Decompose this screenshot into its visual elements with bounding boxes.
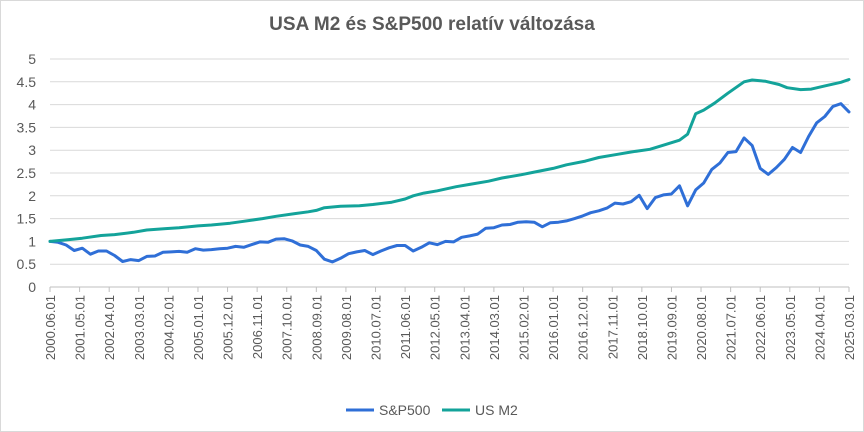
x-tick-label: 2020.08.01 — [694, 295, 709, 360]
x-tick-label: 2006.11.01 — [250, 295, 265, 359]
y-tick-label: 0 — [28, 279, 36, 295]
x-tick-label: 2022.06.01 — [753, 295, 768, 360]
y-axis-ticks: 0 0.5 1 1.5 2 2.5 3 3.5 4 4.5 5 — [17, 51, 37, 295]
x-tick-label: 2025.03.01 — [842, 295, 857, 360]
x-tick-label: 2004.02.01 — [161, 295, 176, 360]
x-tick-label: 2016.01.01 — [546, 295, 561, 360]
x-tick-label: 2002.04.01 — [102, 295, 117, 360]
x-tick-label: 2024.04.01 — [812, 295, 827, 360]
x-tick-label: 2016.12.01 — [576, 295, 591, 360]
series-line-s-p500 — [48, 102, 851, 264]
y-tick-label: 2 — [28, 188, 36, 204]
legend: S&P500 US M2 — [346, 402, 518, 418]
x-tick-label: 2009.08.01 — [339, 295, 354, 360]
legend-label: US M2 — [475, 402, 518, 418]
x-tick-label: 2001.05.01 — [73, 295, 88, 360]
x-tick-label: 2008.09.01 — [309, 295, 324, 360]
x-axis-ticks: 2000.06.01 2001.05.01 2002.04.01 2003.03.01… — [43, 287, 857, 360]
y-tick-label: 2.5 — [17, 165, 37, 181]
legend-label: S&P500 — [379, 402, 431, 418]
y-tick-label: 3.5 — [17, 119, 37, 135]
x-tick-label: 2019.09.01 — [664, 295, 679, 360]
x-tick-label: 2007.10.01 — [280, 295, 295, 360]
x-tick-label: 2011.06.01 — [398, 295, 413, 359]
y-tick-label: 4.5 — [17, 74, 37, 90]
x-tick-label: 2003.03.01 — [132, 295, 147, 360]
series-lines — [48, 78, 851, 264]
y-tick-label: 1 — [28, 233, 36, 249]
y-tick-label: 0.5 — [17, 256, 37, 272]
x-tick-label: 2015.02.01 — [516, 295, 531, 360]
y-tick-label: 4 — [28, 97, 36, 113]
series-line-us-m2 — [48, 78, 851, 243]
x-tick-label: 2014.03.01 — [487, 295, 502, 360]
y-tick-label: 3 — [28, 142, 36, 158]
chart-title: USA M2 és S&P500 relatív változása — [269, 14, 595, 35]
x-tick-label: 2017.11.01 — [605, 295, 620, 359]
x-tick-label: 2013.04.01 — [457, 295, 472, 360]
x-tick-label: 2012.05.01 — [428, 295, 443, 360]
y-tick-label: 1.5 — [17, 211, 37, 227]
x-tick-label: 2023.05.01 — [783, 295, 798, 360]
y-tick-label: 5 — [28, 51, 36, 67]
x-tick-label: 2018.10.01 — [635, 295, 650, 360]
x-tick-label: 2010.07.01 — [369, 295, 384, 360]
x-tick-label: 2005.01.01 — [191, 295, 206, 360]
x-tick-label: 2000.06.01 — [43, 295, 58, 360]
x-tick-label: 2021.07.01 — [724, 295, 739, 360]
x-tick-label: 2005.12.01 — [221, 295, 236, 360]
gridlines — [50, 58, 849, 288]
